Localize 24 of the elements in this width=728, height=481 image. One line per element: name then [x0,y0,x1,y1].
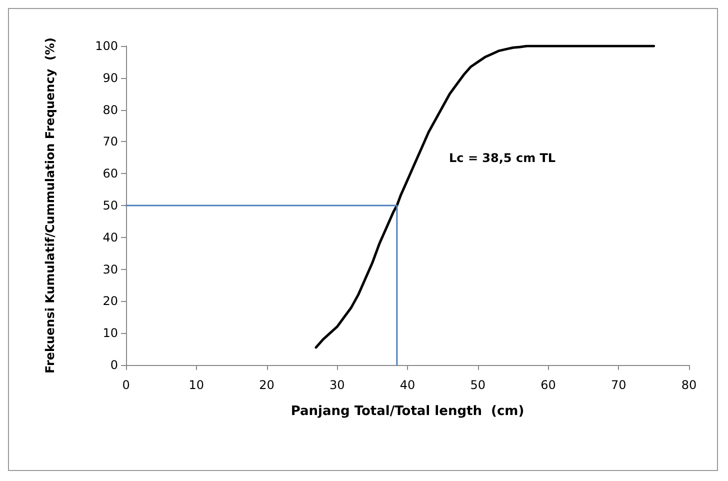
y-tick-label: 50 [102,198,118,212]
y-axis-title: Frekuensi Kumulatif/Cummulation Frequency (%) [43,38,57,374]
y-tick-label: 10 [102,326,118,340]
y-tick-label: 30 [102,262,118,276]
y-tick-label: 0 [110,358,118,372]
y-tick-label: 100 [95,39,118,53]
x-axis-title: Panjang Total/Total length (cm) [290,404,524,419]
x-tick-label: 30 [329,378,345,392]
annotation: Lc = 38,5 cm TL [449,151,556,165]
y-tick-label: 70 [102,134,118,149]
y-tick-label: 20 [102,294,118,308]
x-tick-label: 0 [122,378,130,392]
x-tick-label: 70 [610,378,626,392]
line-series [314,44,656,349]
y-tick-label: 60 [102,166,118,181]
x-tick-label: 10 [188,378,204,392]
y-tick-label: 90 [102,70,118,85]
x-tick-label: 80 [681,378,697,392]
x-tick-label: 40 [400,378,416,392]
x-tick-label: 20 [259,378,274,392]
x-tick-label: 50 [470,378,486,392]
x-tick-label: 60 [540,378,556,392]
y-tick-label: 40 [102,230,118,244]
y-tick-label: 80 [102,102,118,117]
